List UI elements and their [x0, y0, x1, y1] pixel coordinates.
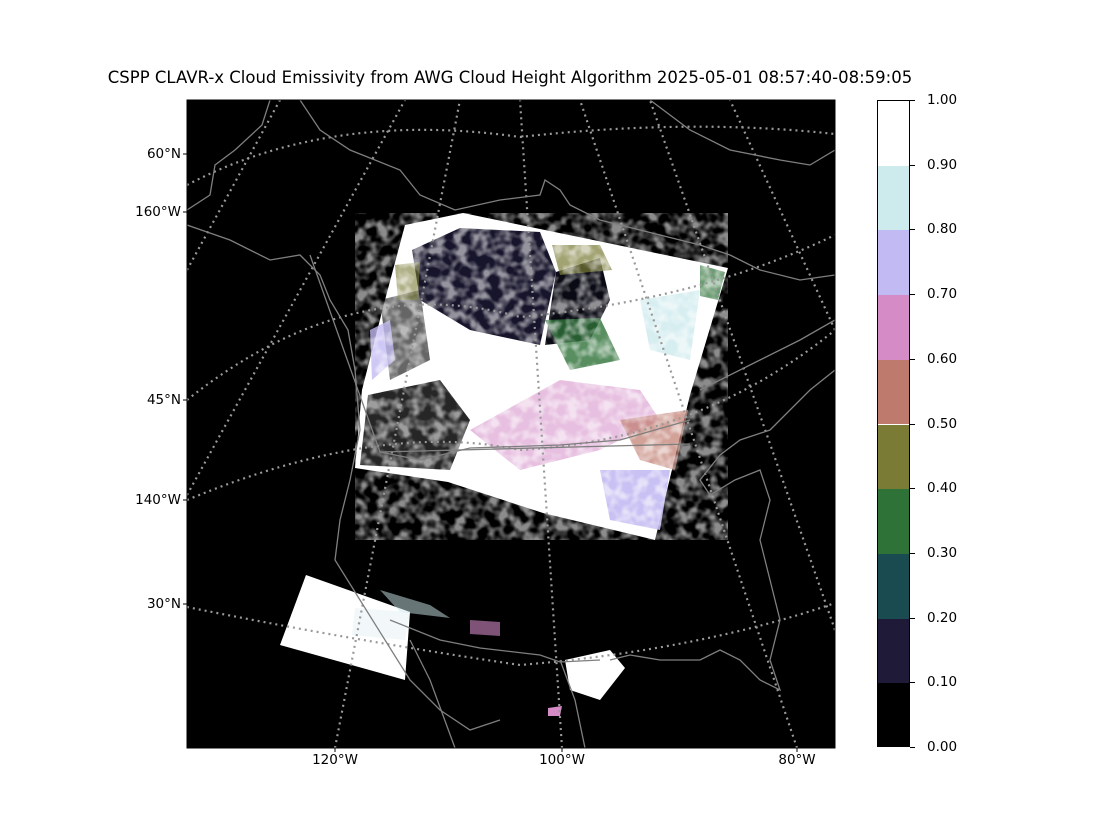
colorbar-tick-label: 0.80: [927, 221, 958, 238]
colorbar-bin: [878, 618, 909, 684]
colorbar-bin: [878, 230, 909, 296]
lon-label-120w: 120°W: [312, 752, 358, 768]
colorbar-tick-label: 0.60: [927, 350, 958, 367]
lon-label-80w: 80°W: [778, 752, 816, 768]
colorbar-bin: [878, 295, 909, 360]
colorbar-tick: [910, 358, 915, 360]
colorbar-bin: [878, 165, 909, 231]
colorbar-tick-label: 0.70: [927, 286, 958, 303]
lon-label-100w: 100°W: [539, 752, 585, 768]
colorbar-tick: [910, 100, 915, 101]
colorbar-bin: [878, 359, 909, 425]
colorbar-tick-label: 0.20: [927, 609, 958, 626]
colorbar-tick-label: 0.00: [927, 739, 958, 755]
colorbar-tick-label: 0.30: [927, 544, 958, 561]
colorbar-tick-label: 0.10: [927, 674, 958, 691]
colorbar: [877, 100, 910, 747]
coastlines: [187, 100, 835, 748]
graticule: [187, 100, 835, 748]
colorbar-tick-label: 0.40: [927, 480, 958, 497]
colorbar-tick: [910, 423, 915, 425]
colorbar-tick: [910, 488, 915, 490]
colorbar-tick: [910, 747, 915, 748]
lon-label-140w: 140°W: [135, 492, 181, 508]
lon-ticks: [334, 748, 798, 752]
colorbar-tick: [910, 617, 915, 619]
colorbar-bin: [878, 553, 909, 619]
colorbar-bin: [878, 489, 909, 554]
colorbar-tick: [910, 229, 915, 231]
map-border: [186, 99, 836, 749]
lat-label-45n: 45°N: [146, 392, 181, 408]
swath-south: [280, 575, 625, 716]
lon-label-160w: 160°W: [135, 204, 181, 220]
lat-label-30n: 30°N: [146, 596, 181, 612]
swath-north: [355, 213, 728, 540]
lat-label-60n: 60°N: [146, 146, 181, 162]
colorbar-tick: [910, 164, 915, 166]
lat-ticks: [183, 153, 187, 605]
colorbar-tick-label: 0.90: [927, 156, 958, 173]
colorbar-bin: [878, 424, 909, 490]
colorbar-tick-label: 0.50: [927, 415, 958, 432]
colorbar-bin: [878, 101, 909, 166]
colorbar-tick: [910, 682, 915, 684]
colorbar-bin: [878, 683, 909, 746]
colorbar-tick: [910, 552, 915, 554]
colorbar-tick-label: 1.00: [927, 92, 958, 108]
page-title: CSPP CLAVR-x Cloud Emissivity from AWG C…: [107, 68, 913, 87]
colorbar-tick: [910, 294, 915, 296]
